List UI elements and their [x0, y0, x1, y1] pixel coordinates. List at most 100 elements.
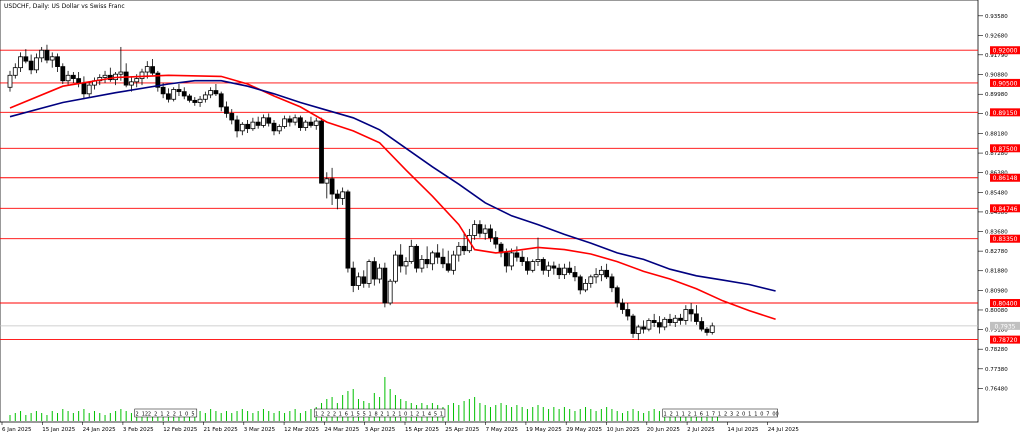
x-tick-label: 20 Jun 2025 — [647, 427, 681, 433]
candle-body — [70, 74, 76, 79]
candle-body — [81, 82, 87, 95]
volume-box — [662, 408, 778, 418]
candle-body — [7, 74, 13, 88]
volume-box-label: 0 — [760, 412, 763, 418]
volume-box-label: 4 — [428, 412, 431, 418]
volume-box-label: 1 — [748, 412, 751, 418]
candle-body — [699, 321, 705, 330]
candle-body — [345, 191, 351, 269]
candle-body — [662, 318, 668, 328]
x-tick-label: 15 Jan 2025 — [42, 427, 75, 433]
candle-body — [535, 259, 541, 262]
candle-body — [350, 267, 356, 286]
candle-body — [287, 118, 293, 123]
candle-body — [187, 95, 192, 101]
x-tick-label: 14 Jul 2025 — [727, 427, 759, 433]
candle-body — [556, 267, 562, 276]
x-tick-label: 24 Jan 2025 — [83, 427, 116, 433]
y-tick-label: 0.88180 — [985, 131, 1008, 137]
candle-body — [583, 282, 588, 291]
candle-body — [218, 93, 224, 108]
candle-body — [266, 117, 272, 124]
level-label: 0.87500 — [993, 146, 1018, 153]
candle-body — [76, 78, 82, 84]
y-tick-label: 0.93580 — [985, 14, 1008, 20]
current-price-label: 0.7935 — [995, 323, 1016, 330]
volume-box-label: 2 — [154, 412, 157, 418]
candle-body — [261, 117, 266, 126]
volume-box-label: 1 — [160, 412, 163, 418]
volume-box-label: 2 — [327, 412, 330, 418]
volume-box-label: 1 — [694, 412, 697, 418]
x-tick-label: 7 May 2025 — [486, 427, 519, 433]
level-label: 0.83350 — [993, 236, 1018, 243]
candle-body — [371, 261, 377, 280]
candle-body — [271, 122, 277, 132]
candle-body — [588, 276, 594, 284]
x-tick-label: 24 Jul 2025 — [768, 427, 800, 433]
candle-body — [139, 71, 145, 79]
candle-body — [530, 261, 536, 271]
current-price-badge — [990, 321, 1020, 330]
candle-body — [319, 120, 324, 184]
level-badge — [990, 335, 1020, 344]
y-tick-label: 0.77380 — [985, 367, 1008, 373]
candle-body — [709, 325, 715, 333]
candle-body — [445, 263, 451, 271]
level-label: 0.86148 — [993, 175, 1018, 182]
volume-box-label: 1 — [422, 412, 425, 418]
volume-box-label: 0 — [404, 412, 407, 418]
volume-box-label: 2 — [724, 412, 727, 418]
x-tick-label: 3 Mar 2025 — [244, 427, 276, 433]
x-tick-label: 21 Feb 2025 — [204, 427, 239, 433]
candle-body — [688, 309, 694, 315]
candle-body — [667, 318, 673, 324]
y-tick-label: 0.87280 — [985, 151, 1008, 157]
volume-box-label: 1 — [315, 412, 318, 418]
candle-body — [620, 302, 625, 310]
candle-body — [12, 67, 18, 76]
candle-body — [155, 72, 161, 88]
candle-body — [577, 276, 583, 291]
candle-body — [23, 56, 29, 62]
x-tick-label: 12 Feb 2025 — [163, 427, 198, 433]
y-tick-label: 0.76480 — [985, 386, 1008, 392]
level-badge — [990, 108, 1020, 117]
candle-body — [472, 224, 478, 236]
candle-body — [292, 117, 298, 123]
candle-body — [44, 49, 50, 61]
candle-body — [297, 117, 303, 128]
candle-body — [593, 274, 599, 278]
candle-body — [567, 267, 573, 273]
y-tick-label: 0.78280 — [985, 347, 1008, 353]
level-badge — [990, 298, 1020, 307]
volume-box-label: 7 — [766, 412, 769, 418]
x-tick-label: 29 May 2025 — [566, 427, 602, 433]
candle-body — [614, 287, 620, 304]
candle-body — [509, 252, 515, 267]
candle-body — [514, 252, 520, 258]
plot-area — [0, 0, 979, 423]
candle-body — [429, 252, 435, 265]
y-tick-label: 0.84580 — [985, 210, 1008, 216]
candle-body — [488, 228, 493, 239]
candle-body — [419, 259, 425, 269]
x-tick-label: 3 Feb 2025 — [123, 427, 154, 433]
candle-body — [55, 56, 60, 67]
volume-box-label: 2 — [736, 412, 739, 418]
candle-body — [435, 252, 441, 258]
x-tick-label: 6 Jan 2025 — [2, 427, 32, 433]
candle-body — [313, 120, 319, 126]
candle-body — [160, 86, 166, 95]
candle-body — [704, 328, 710, 333]
volume-box-label: 1 — [440, 412, 443, 418]
volume-box-label: 1 — [682, 412, 685, 418]
candle-body — [250, 121, 256, 130]
candle-body — [144, 66, 150, 73]
volume-box-label: 1 — [754, 412, 757, 418]
candle-body — [493, 237, 499, 245]
volume-box-label: 1 — [410, 412, 413, 418]
volume-box-label: 2 — [167, 412, 170, 418]
candle-body — [171, 89, 177, 100]
